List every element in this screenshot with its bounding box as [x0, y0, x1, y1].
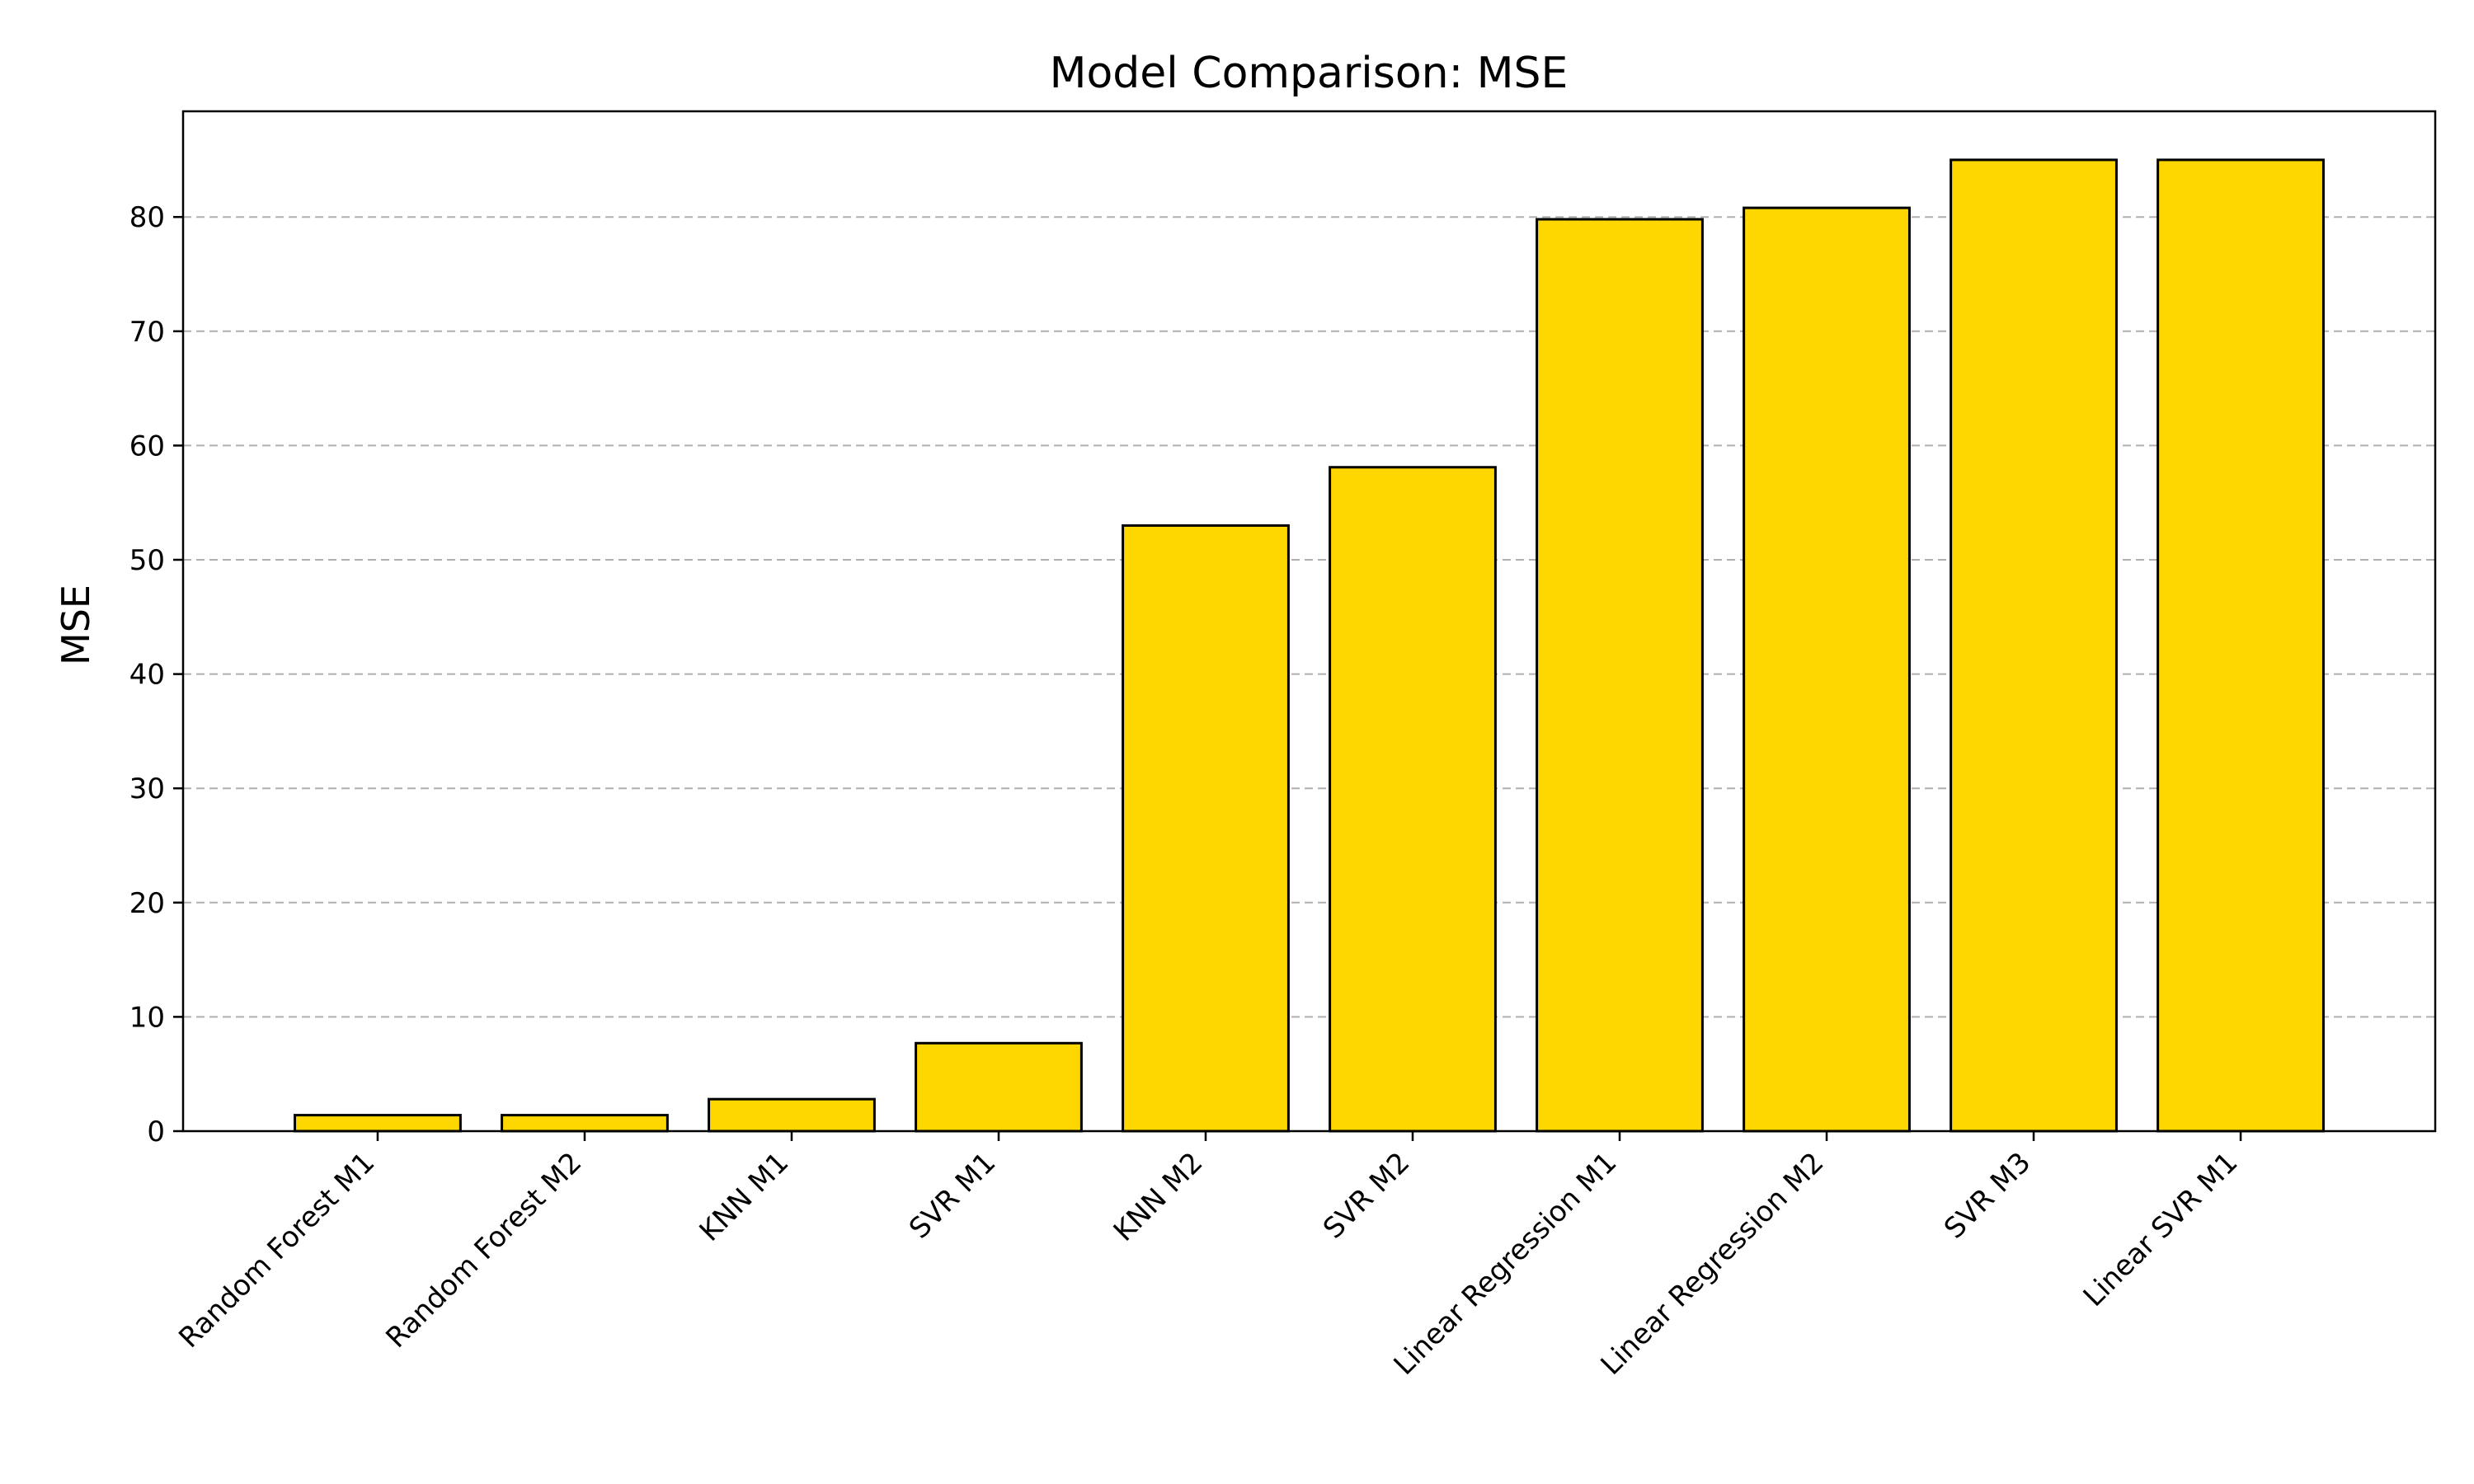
x-tick-label: KNN M1: [694, 1146, 796, 1248]
y-tick-label: 10: [129, 1001, 165, 1034]
y-tick-label: 60: [129, 430, 165, 463]
x-tick-label: Random Forest M2: [379, 1146, 588, 1355]
y-axis-label: MSE: [54, 585, 98, 665]
bar: [1122, 524, 1290, 1133]
x-tick-label: Linear Regression M2: [1595, 1146, 1831, 1382]
y-tick-label: 80: [129, 201, 165, 234]
y-tick-label: 70: [129, 316, 165, 349]
bar: [1743, 206, 1911, 1133]
x-tick-label: SVR M3: [1938, 1146, 2037, 1245]
bar: [708, 1097, 876, 1133]
bar: [1329, 466, 1497, 1133]
bar: [2157, 158, 2325, 1133]
bar: [1536, 218, 1704, 1133]
bar: [294, 1114, 462, 1133]
bar: [1950, 158, 2118, 1133]
x-tick-label: SVR M1: [903, 1146, 1002, 1245]
bars: [294, 158, 2325, 1133]
y-tick-label: 30: [129, 773, 165, 805]
y-tick-label: 0: [147, 1115, 165, 1148]
x-tick-label: KNN M2: [1108, 1146, 1210, 1248]
bar: [501, 1114, 669, 1133]
y-tick-label: 50: [129, 544, 165, 577]
x-tick-label: SVR M2: [1317, 1146, 1416, 1245]
plot-area-frame: [181, 110, 2437, 1133]
x-tick-label: Linear Regression M1: [1388, 1146, 1624, 1382]
x-tick-label: Random Forest M1: [172, 1146, 381, 1355]
chart-title: Model Comparison: MSE: [1050, 49, 1569, 98]
y-tick-label: 40: [129, 659, 165, 692]
y-axis-ticks: 0 10 20 30 40 50 60 70 80: [129, 201, 183, 1148]
bar: [915, 1041, 1083, 1133]
gridlines: [183, 216, 2435, 1018]
y-tick-label: 20: [129, 887, 165, 920]
x-tick-label: Linear SVR M1: [2077, 1146, 2245, 1313]
